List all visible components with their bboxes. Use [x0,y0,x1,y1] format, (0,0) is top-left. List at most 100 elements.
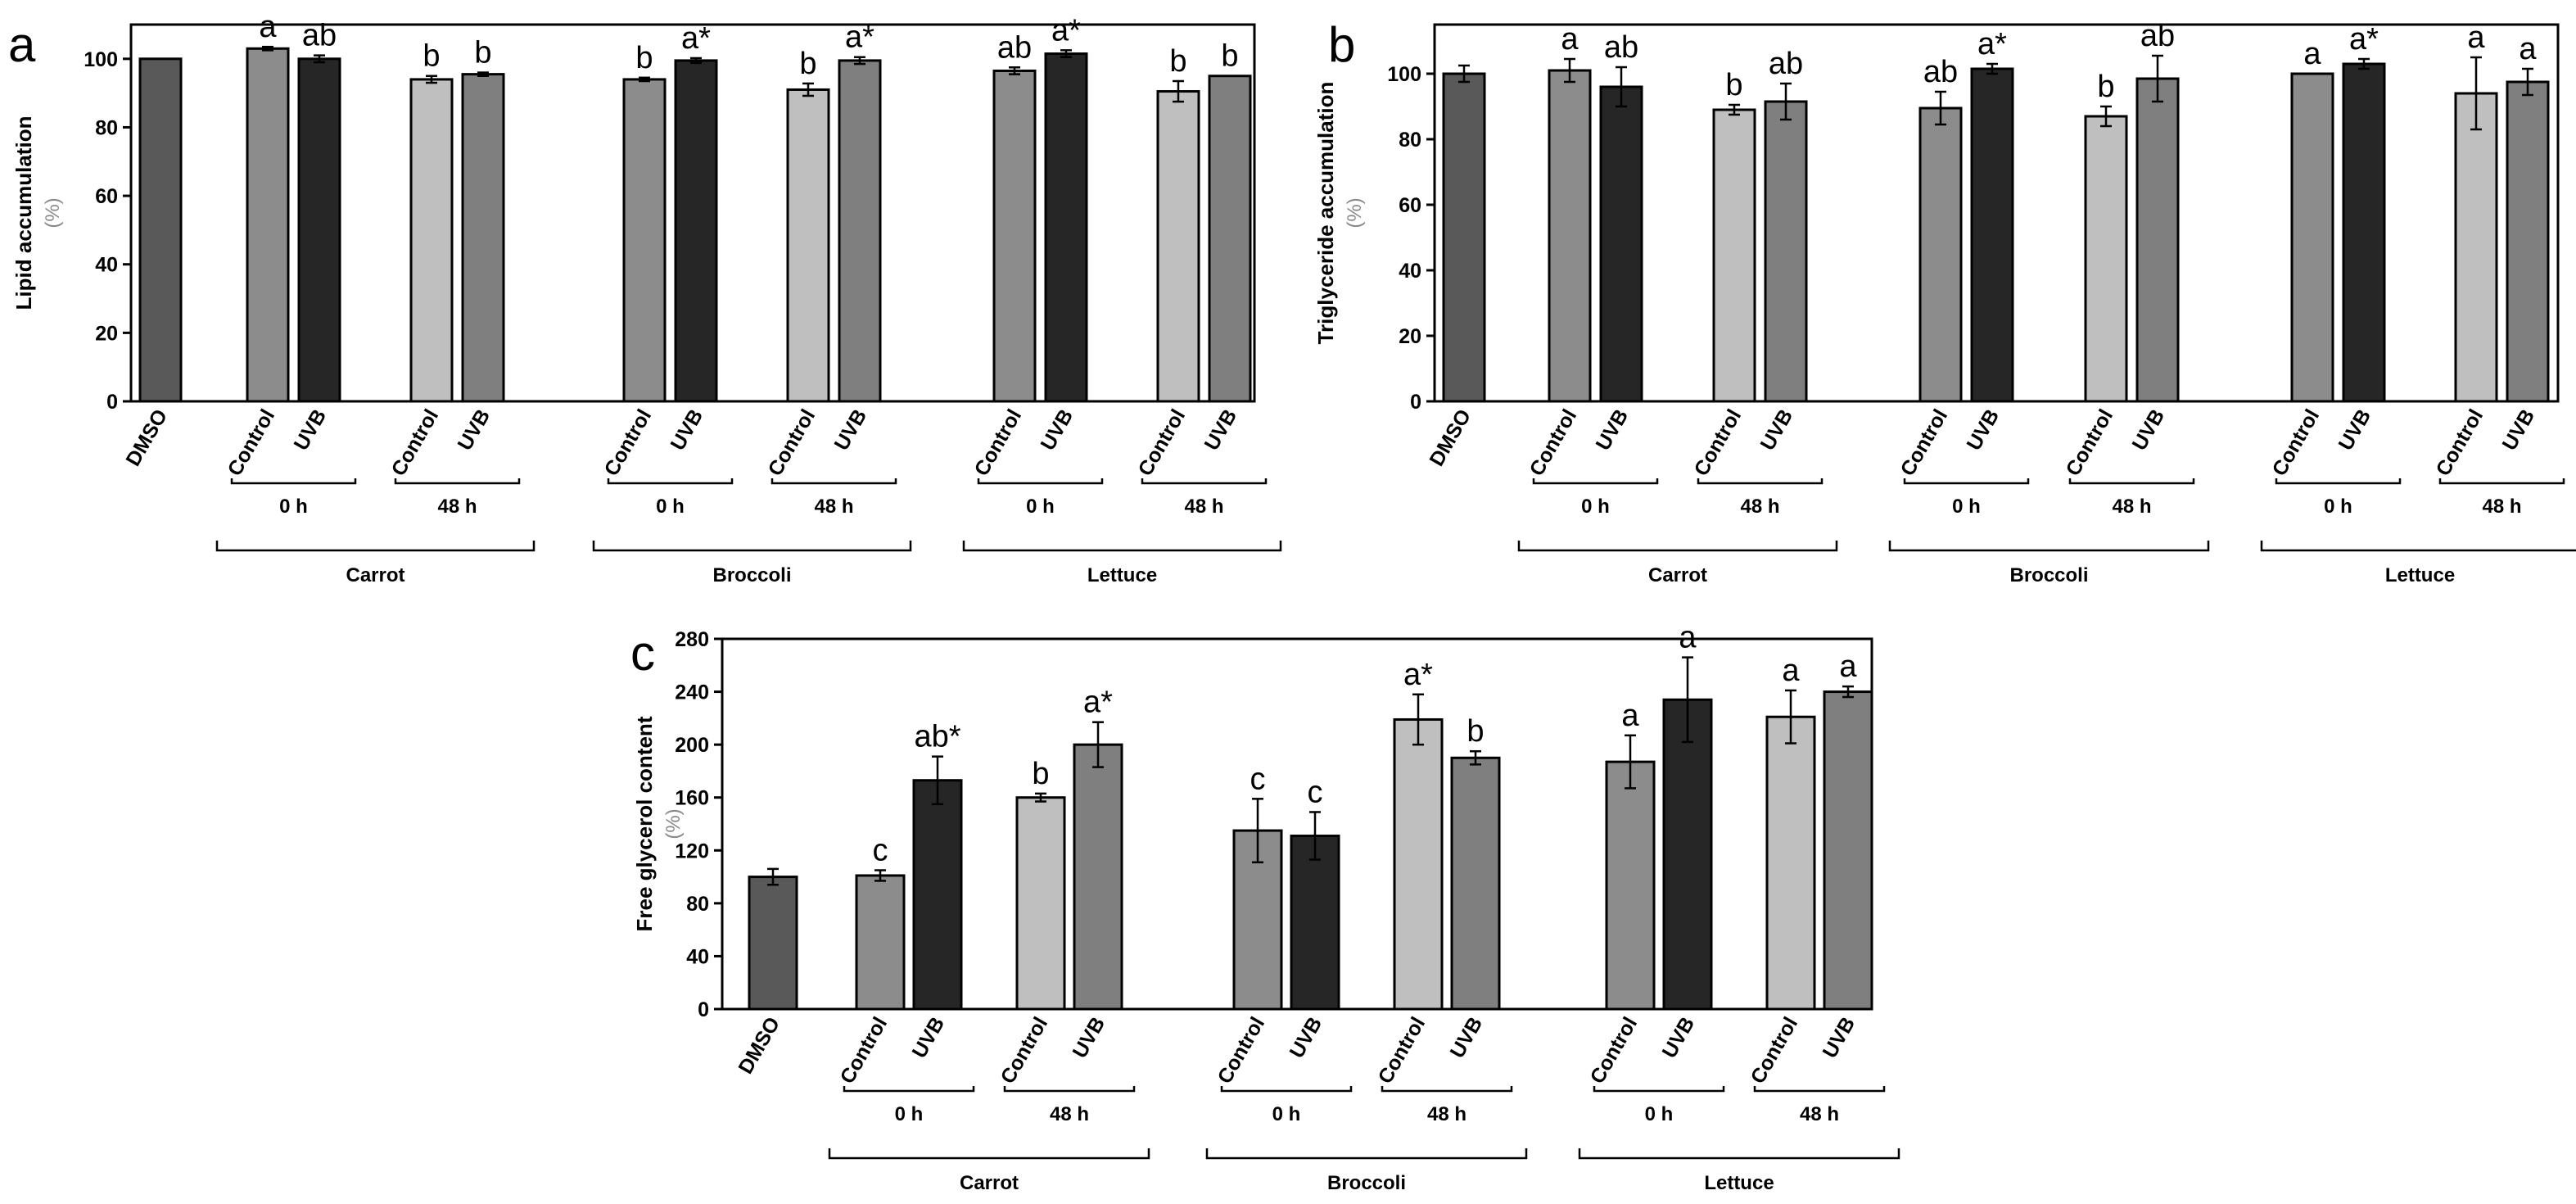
category-label: UVB [1446,1013,1488,1062]
category-label: Control [997,1013,1053,1088]
vegetable-group-label: Broccoli [712,564,791,586]
time-group-label: 0 h [895,1103,924,1125]
significance-label: a [259,10,277,44]
panel-a: a 0 20 40 60 80 100 Lipid accumulation (%) DMSO a C… [8,10,1282,586]
y-tick-label: 20 [1399,325,1421,348]
y-tick-label: 240 [675,681,709,704]
time-group-label: 0 h [279,496,308,518]
time-bracket [1141,478,1268,485]
vegetable-group-label: Carrot [960,1172,1019,1194]
significance-label: a* [1083,686,1113,720]
category-label: DMSO [1425,405,1476,470]
y-tick-label: 40 [686,945,709,968]
bar-5 [622,78,667,403]
bar-7 [786,88,830,403]
category-label: UVB [1069,1013,1110,1062]
vegetable-bracket [1578,1148,1900,1160]
time-group-label: 48 h [1427,1103,1467,1125]
significance-label: ab [2140,19,2175,53]
significance-label: c [1250,762,1266,796]
time-group-label: 0 h [2324,496,2352,518]
y-tick-label: 80 [1399,129,1421,152]
vegetable-group-label: Carrot [1648,564,1707,586]
bar-2 [297,57,341,403]
y-axis-unit: (%) [662,808,685,839]
y-axis-unit: (%) [1344,197,1366,228]
category-label: UVB [1592,405,1634,455]
category-label: UVB [290,405,332,455]
category-label: UVB [667,405,708,455]
y-axis-label: Free glycerol content [632,716,657,931]
category-label: Control [1134,405,1191,480]
bar-12 [1208,75,1252,403]
bar-4 [1764,100,1808,403]
bar-3 [1015,796,1066,1011]
category-label: UVB [908,1013,950,1062]
significance-label: a [2467,20,2485,55]
time-group-label: 48 h [437,496,477,518]
category-label: UVB [1037,405,1078,455]
significance-label: c [873,834,888,868]
significance-label: b [2097,70,2114,104]
bar-2 [1599,85,1643,403]
time-bracket [1593,1086,1725,1093]
y-axis-unit: (%) [42,197,64,228]
bar-3 [409,78,454,403]
significance-label: a [1621,699,1639,733]
y-tick-label: 0 [1410,391,1421,414]
vegetable-group-label: Lettuce [1087,564,1157,586]
y-tick-label: 60 [95,185,118,208]
y-tick-label: 200 [675,734,709,757]
category-label: Control [387,405,444,480]
bar-11 [2454,92,2498,403]
bar-6 [1970,67,2014,403]
significance-label: a [1839,650,1857,684]
category-label: Control [2268,405,2325,480]
category-label: UVB [2334,405,2376,455]
bar-12 [1823,690,1873,1011]
y-tick-label: 100 [1387,63,1421,86]
significance-label: a [1782,654,1800,688]
time-bracket [1381,1086,1513,1093]
vegetable-bracket [1888,541,2210,552]
time-bracket [2068,478,2195,485]
category-label: Control [1690,405,1747,480]
significance-label: b [1169,44,1186,79]
bar-1 [1548,69,1592,403]
time-bracket [607,478,734,485]
bar-7 [2084,115,2128,403]
significance-label: ab [1769,47,1803,81]
time-group-label: 0 h [1645,1103,1674,1125]
time-group-label: 48 h [1800,1103,1839,1125]
y-tick-label: 0 [698,998,709,1021]
significance-label: a* [1977,27,2007,61]
panel-letter: c [630,626,655,681]
y-tick-label: 100 [84,48,118,71]
y-tick-label: 80 [686,893,709,916]
y-tick-label: 40 [1399,260,1421,283]
significance-label: b [635,41,653,75]
bar-4 [461,73,505,403]
bar-9 [992,69,1037,403]
category-label: Control [2432,405,2488,480]
time-bracket [1532,478,1659,485]
significance-label: b [1467,714,1484,749]
category-label: Control [764,405,820,480]
y-tick-label: 80 [95,116,118,139]
significance-label: ab [997,30,1032,65]
y-tick-label: 40 [95,254,118,277]
category-label: Control [1213,1013,1270,1088]
vegetable-group-label: Carrot [346,564,404,586]
significance-label: a* [1403,658,1433,692]
y-axis-label: Lipid accumulation [11,116,36,310]
time-group-label: 0 h [1952,496,1981,518]
category-label: UVB [1756,405,1798,455]
vegetable-bracket [1205,1148,1528,1160]
category-label: UVB [454,405,495,455]
significance-label: a [2519,32,2537,66]
significance-label: a* [1051,13,1081,48]
significance-label: c [1308,775,1323,809]
bar-10 [2342,62,2386,403]
significance-label: b [1221,39,1238,74]
